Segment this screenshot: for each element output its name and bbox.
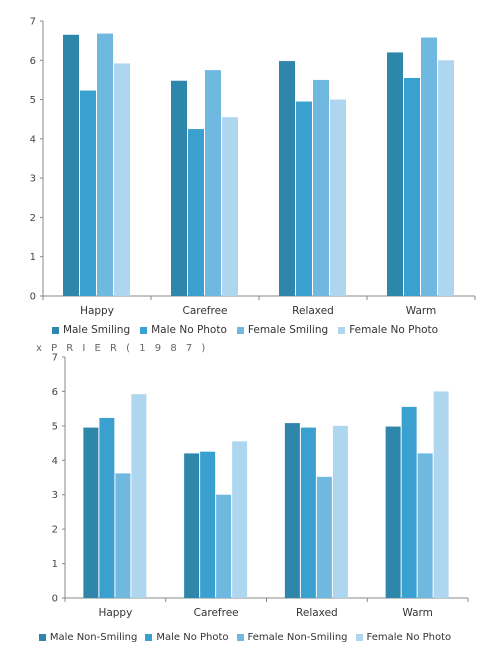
x-category-label: Warm <box>402 607 433 619</box>
legend-label: Female No Photo <box>366 632 452 643</box>
legend-item: Male Smiling <box>51 324 131 336</box>
bar-warm-female-non-smiling <box>417 453 433 598</box>
legend-swatch <box>145 634 153 641</box>
bar-carefree-female-non-smiling <box>216 494 232 598</box>
x-category-label: Warm <box>406 305 437 317</box>
y-tick-label: 0 <box>30 292 36 303</box>
bar-relaxed-female-non-smiling <box>316 476 332 598</box>
bar-happy-female-smiling <box>97 33 113 296</box>
legend-item: Female Non-Smiling <box>236 632 348 643</box>
bar-carefree-male-no-photo <box>188 129 204 296</box>
bar-warm-male-no-photo <box>404 77 420 296</box>
y-tick-label: 2 <box>52 525 58 536</box>
bar-warm-male-no-photo <box>401 406 417 598</box>
x-category-label: Relaxed <box>292 305 334 317</box>
bar-relaxed-male-smiling <box>279 61 295 297</box>
bar-carefree-female-no-photo <box>232 441 248 598</box>
legend-swatch <box>38 634 46 641</box>
y-tick-label: 3 <box>52 490 58 501</box>
x-category-label: Carefree <box>194 607 239 619</box>
chart-1: 0 1 2 3 4 5 6 7 Happy Carefree Relaxed Warm <box>30 17 476 317</box>
bar-happy-female-no-photo <box>131 394 147 598</box>
x-category-label: Happy <box>98 607 132 619</box>
y-tick-label: 0 <box>52 594 58 605</box>
y-tick-label: 5 <box>52 421 58 432</box>
y-tick-label: 2 <box>30 213 36 224</box>
legend-item: Male No Photo <box>140 324 227 336</box>
stray-caption-text: x P R I E R ( 1 9 8 7 ) <box>36 343 209 354</box>
bar-warm-female-smiling <box>421 37 437 296</box>
legend-item: Male No Photo <box>145 632 229 643</box>
y-tick-label: 3 <box>30 174 36 185</box>
legend-label: Male No Photo <box>156 632 229 643</box>
bar-relaxed-female-smiling <box>313 79 329 296</box>
legend-item: Male Non-Smiling <box>38 632 138 643</box>
legend-label: Female Non-Smiling <box>247 632 348 643</box>
bar-relaxed-male-no-photo <box>300 427 316 598</box>
bar-carefree-male-no-photo <box>200 451 216 598</box>
y-tick-label: 1 <box>52 559 58 570</box>
bar-happy-male-non-smiling <box>83 427 99 598</box>
bar-carefree-male-smiling <box>171 80 187 296</box>
legend-item: Female Smiling <box>236 324 329 336</box>
legend-item: Female No Photo <box>355 632 452 643</box>
legend-label: Male Smiling <box>62 324 131 336</box>
x-category-label: Happy <box>80 305 114 317</box>
bar-happy-male-no-photo <box>80 90 96 297</box>
legend-swatch <box>355 634 363 641</box>
legend-swatch <box>236 634 244 641</box>
bar-carefree-male-non-smiling <box>184 453 200 598</box>
y-tick-label: 6 <box>52 387 58 398</box>
legend-chart-1: Male Smiling Male No Photo Female Smiling F… <box>0 324 490 336</box>
legend-item: Female No Photo <box>338 324 438 336</box>
bar-happy-male-smiling <box>63 34 79 296</box>
bar-happy-female-non-smiling <box>115 473 131 598</box>
y-tick-label: 7 <box>52 353 58 364</box>
bar-warm-female-no-photo <box>433 391 449 598</box>
y-tick-label: 4 <box>30 134 36 145</box>
bar-warm-male-smiling <box>387 52 403 296</box>
y-tick-label: 1 <box>30 252 36 263</box>
legend-label: Male No Photo <box>151 324 227 336</box>
bar-carefree-female-no-photo <box>222 117 238 296</box>
x-category-label: Carefree <box>182 305 227 317</box>
chart-2: 0 1 2 3 4 5 6 7 Happy Carefree Relaxed Warm <box>52 353 469 619</box>
y-tick-label: 4 <box>52 456 58 467</box>
bar-relaxed-male-no-photo <box>296 101 312 297</box>
legend-label: Female Smiling <box>247 324 329 336</box>
legend-label: Female No Photo <box>349 324 439 336</box>
bar-happy-female-no-photo <box>114 63 130 296</box>
y-tick-label: 6 <box>30 56 36 67</box>
legend-swatch <box>236 326 244 334</box>
bar-warm-male-non-smiling <box>385 426 401 598</box>
bar-warm-female-no-photo <box>438 60 454 297</box>
bar-happy-male-no-photo <box>99 417 115 598</box>
bar-relaxed-female-no-photo <box>330 99 346 296</box>
legend-swatch <box>140 326 148 334</box>
bar-relaxed-female-no-photo <box>332 425 348 598</box>
x-category-label: Relaxed <box>296 607 338 619</box>
y-tick-label: 5 <box>30 95 36 106</box>
legend-chart-2: Male Non-Smiling Male No Photo Female Non-… <box>0 632 490 643</box>
bar-carefree-female-smiling <box>205 70 221 296</box>
legend-swatch <box>338 326 346 334</box>
legend-swatch <box>51 326 59 334</box>
legend-label: Male Non-Smiling <box>49 632 138 643</box>
bar-relaxed-male-non-smiling <box>284 423 300 598</box>
y-tick-label: 7 <box>30 17 36 28</box>
